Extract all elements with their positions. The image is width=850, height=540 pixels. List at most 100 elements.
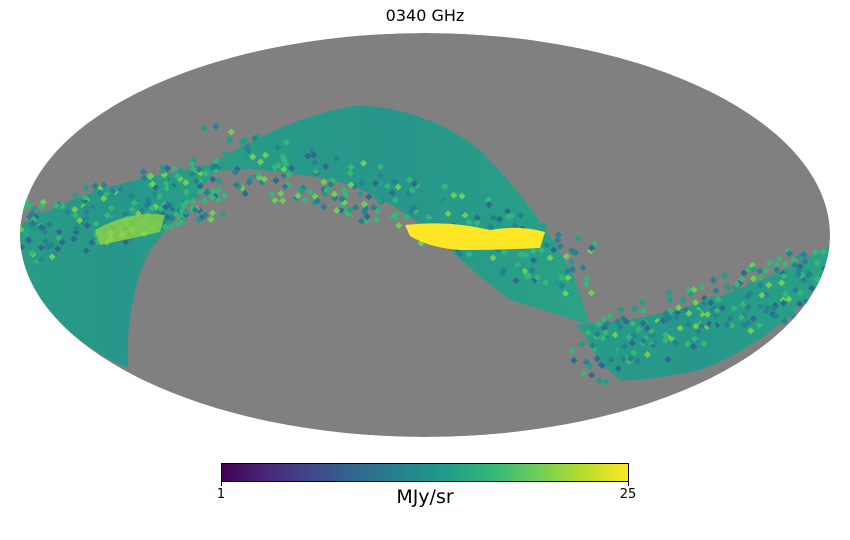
- map-pixel: [266, 143, 274, 151]
- map-pixel: [611, 331, 619, 339]
- map-pixel: [744, 292, 752, 300]
- map-pixel: [529, 217, 537, 225]
- map-pixel: [456, 250, 464, 258]
- map-pixel: [310, 151, 318, 159]
- map-pixel: [214, 186, 222, 194]
- map-pixel: [779, 299, 787, 307]
- map-pixel: [808, 284, 816, 292]
- colorbar-unit-label: MJy/sr: [396, 486, 454, 508]
- map-pixel: [593, 355, 601, 363]
- map-pixel: [444, 210, 452, 218]
- map-pixel: [683, 340, 692, 348]
- map-pixel: [710, 329, 718, 337]
- map-pixel: [473, 219, 481, 227]
- map-pixel: [586, 362, 594, 370]
- map-pixel: [591, 240, 599, 248]
- map-pixel: [672, 339, 680, 347]
- map-pixel: [201, 211, 209, 219]
- map-pixel: [272, 176, 280, 185]
- map-pixel: [562, 252, 571, 260]
- map-pixel: [723, 321, 731, 329]
- map-pixel: [212, 122, 220, 131]
- map-pixel: [468, 202, 476, 210]
- bright-emission-region: [405, 223, 545, 250]
- map-pixel: [668, 330, 676, 338]
- map-pixel: [796, 300, 804, 308]
- map-pixel: [628, 339, 636, 347]
- map-pixel: [266, 165, 274, 173]
- map-pixel: [195, 216, 203, 224]
- map-pixel: [486, 223, 495, 231]
- map-pixel: [693, 317, 701, 325]
- map-pixel: [182, 188, 190, 196]
- map-pixel: [744, 266, 752, 274]
- map-pixel: [738, 294, 746, 302]
- map-pixel: [167, 178, 175, 186]
- map-pixel: [241, 190, 249, 198]
- map-pixel: [738, 275, 746, 283]
- map-pixel: [245, 178, 253, 186]
- map-pixel: [685, 320, 693, 328]
- map-pixel: [762, 267, 770, 275]
- map-pixel: [606, 312, 614, 320]
- map-pixel: [391, 178, 399, 186]
- map-pixel: [764, 303, 772, 312]
- map-pixel: [517, 211, 525, 219]
- map-pixel: [587, 289, 596, 297]
- map-pixel: [558, 273, 566, 281]
- map-pixel: [374, 207, 382, 215]
- map-pixel: [226, 136, 234, 144]
- map-pixel: [568, 347, 577, 355]
- map-pixel: [202, 169, 210, 177]
- map-pixel: [616, 323, 624, 331]
- map-pixel: [516, 268, 524, 276]
- map-pixel: [540, 222, 548, 230]
- map-pixel: [819, 248, 827, 256]
- map-pixel: [780, 272, 788, 280]
- map-pixel: [739, 300, 747, 308]
- map-pixel: [665, 314, 674, 322]
- map-pixel: [262, 151, 270, 159]
- map-pixel: [756, 281, 764, 289]
- map-pixel: [159, 167, 167, 175]
- map-pixel: [231, 168, 239, 176]
- map-pixel: [813, 275, 821, 283]
- map-pixel: [402, 213, 410, 221]
- map-pixel: [530, 256, 538, 264]
- map-pixel: [346, 169, 354, 177]
- map-pixel: [498, 222, 506, 230]
- map-pixel: [588, 244, 596, 252]
- map-pixel: [177, 167, 185, 175]
- map-pixel: [408, 186, 416, 194]
- map-pixel: [222, 149, 230, 158]
- map-pixel: [209, 209, 217, 217]
- map-pixel: [283, 138, 291, 146]
- map-pixel: [182, 208, 190, 216]
- map-pixel: [207, 215, 215, 224]
- colorbar: [221, 463, 629, 482]
- map-pixel: [825, 303, 830, 311]
- map-pixel: [746, 281, 754, 289]
- map-pixel: [533, 273, 541, 281]
- map-pixel: [610, 347, 618, 356]
- map-pixel: [776, 286, 784, 294]
- map-pixel: [298, 187, 306, 195]
- map-pixel: [203, 188, 211, 197]
- map-pixel: [277, 189, 285, 198]
- map-pixel: [770, 304, 778, 313]
- map-pixel: [219, 210, 227, 218]
- map-pixel: [529, 247, 538, 255]
- map-pixel: [688, 329, 696, 337]
- map-pixel: [281, 183, 289, 191]
- map-pixel: [173, 220, 181, 228]
- map-pixel: [306, 188, 314, 196]
- map-pixel: [607, 356, 615, 364]
- map-pixel: [703, 310, 712, 319]
- map-pixel: [634, 357, 642, 365]
- map-pixel: [596, 342, 604, 351]
- map-pixel: [643, 351, 651, 359]
- map-pixel: [679, 296, 687, 304]
- map-pixel: [167, 223, 175, 231]
- map-pixel: [391, 196, 399, 204]
- map-pixel: [694, 328, 702, 336]
